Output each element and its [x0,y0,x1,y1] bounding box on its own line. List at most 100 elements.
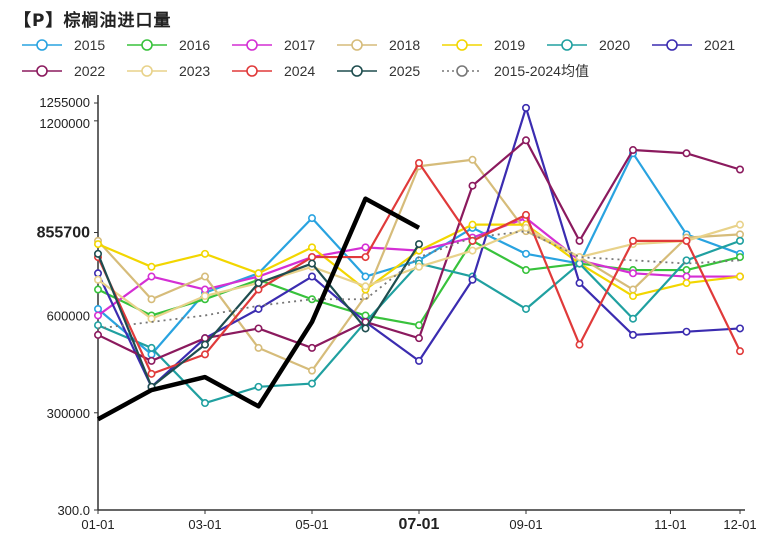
legend-item: 2021 [650,34,735,56]
data-point-2020 [575,259,584,268]
data-point-2021 [628,330,637,339]
data-point-2020 [307,379,316,388]
data-point-2019 [94,240,103,249]
data-point-2019 [254,269,263,278]
data-point-2019 [682,279,691,288]
y-tick-label: 1200000 [39,116,90,131]
series-line-current [96,196,421,422]
data-point-2022 [254,324,263,333]
legend-label: 2018 [389,37,421,53]
data-point-2020 [628,314,637,323]
data-point-2015 [521,249,530,258]
legend-item: 2019 [440,34,525,56]
data-point-2016 [94,285,103,294]
legend-label: 2017 [284,37,316,53]
y-tick-label: 300000 [47,406,90,421]
legend-item: 2018 [335,34,420,56]
data-point-2022 [521,136,530,145]
data-point-2024 [147,369,156,378]
data-point-2015 [361,272,370,281]
data-point-2024 [575,340,584,349]
legend-item: 2016 [125,34,210,56]
x-tick-label: 09-01 [509,517,542,532]
data-point-2022 [575,236,584,245]
data-point-2015 [147,350,156,359]
x-tick-label: 05-01 [295,517,328,532]
legend-swatch [442,39,482,51]
y-tick-label: 300.0 [57,503,90,518]
data-point-2021 [575,279,584,288]
data-point-2019 [735,272,744,281]
legend-swatch [127,65,167,77]
data-point-2023 [414,262,423,271]
data-point-2021 [468,275,477,284]
data-point-2019 [628,292,637,301]
data-point-2022 [468,181,477,190]
data-point-2021 [414,356,423,365]
legend-swatch [442,65,482,77]
data-point-2023 [147,314,156,323]
x-tick-label: 01-01 [81,517,114,532]
data-point-2016 [735,253,744,262]
data-point-2017 [361,243,370,252]
data-point-2017 [94,311,103,320]
data-point-2024 [414,159,423,168]
data-point-2015 [94,304,103,313]
data-point-2023 [468,246,477,255]
legend-label: 2020 [599,37,631,53]
data-point-2018 [201,272,210,281]
data-point-2022 [628,146,637,155]
data-point-2024 [307,253,316,262]
data-point-2016 [414,321,423,330]
x-tick-label: 03-01 [188,517,221,532]
data-point-2022 [682,149,691,158]
data-point-2019 [468,220,477,229]
data-point-2025 [254,279,263,288]
data-point-2016 [682,266,691,275]
chart-title: 【P】棕榈油进口量 [14,11,172,31]
data-point-2025 [361,324,370,333]
legend-label: 2015-2024均值 [494,63,589,79]
data-point-2016 [361,311,370,320]
data-point-2018 [307,366,316,375]
data-point-2022 [147,356,156,365]
data-point-2021 [521,103,530,112]
data-point-2024 [468,236,477,245]
legend-swatch [22,39,62,51]
data-point-2021 [735,324,744,333]
legend-label: 2019 [494,37,526,53]
data-point-2023 [735,220,744,229]
data-point-2020 [254,382,263,391]
series-line-2015-2024均值 [97,230,741,330]
legend-swatch [127,39,167,51]
data-point-2018 [468,155,477,164]
data-point-2017 [147,272,156,281]
legend-swatch [547,39,587,51]
data-point-2020 [147,343,156,352]
legend-item: 2022 [20,60,105,82]
data-point-2022 [94,330,103,339]
legend-swatch [232,65,272,77]
data-point-2022 [307,343,316,352]
legend-swatch [337,65,377,77]
data-point-2021 [254,304,263,313]
data-point-2018 [735,230,744,239]
data-point-2025 [201,340,210,349]
data-point-2019 [147,262,156,271]
legend-label: 2021 [704,37,736,53]
data-point-2022 [414,334,423,343]
legend-label: 2016 [179,37,211,53]
legend-item: 2025 [335,60,420,82]
data-point-2023 [201,292,210,301]
data-point-2023 [94,275,103,284]
data-point-2024 [521,210,530,219]
data-point-2017 [682,272,691,281]
data-point-2021 [682,327,691,336]
legend-item: 2023 [125,60,210,82]
y-tick-label: 1255000 [39,95,90,110]
data-point-2020 [201,399,210,408]
data-point-2020 [521,304,530,313]
legend-label: 2023 [179,63,211,79]
data-point-2016 [521,266,530,275]
